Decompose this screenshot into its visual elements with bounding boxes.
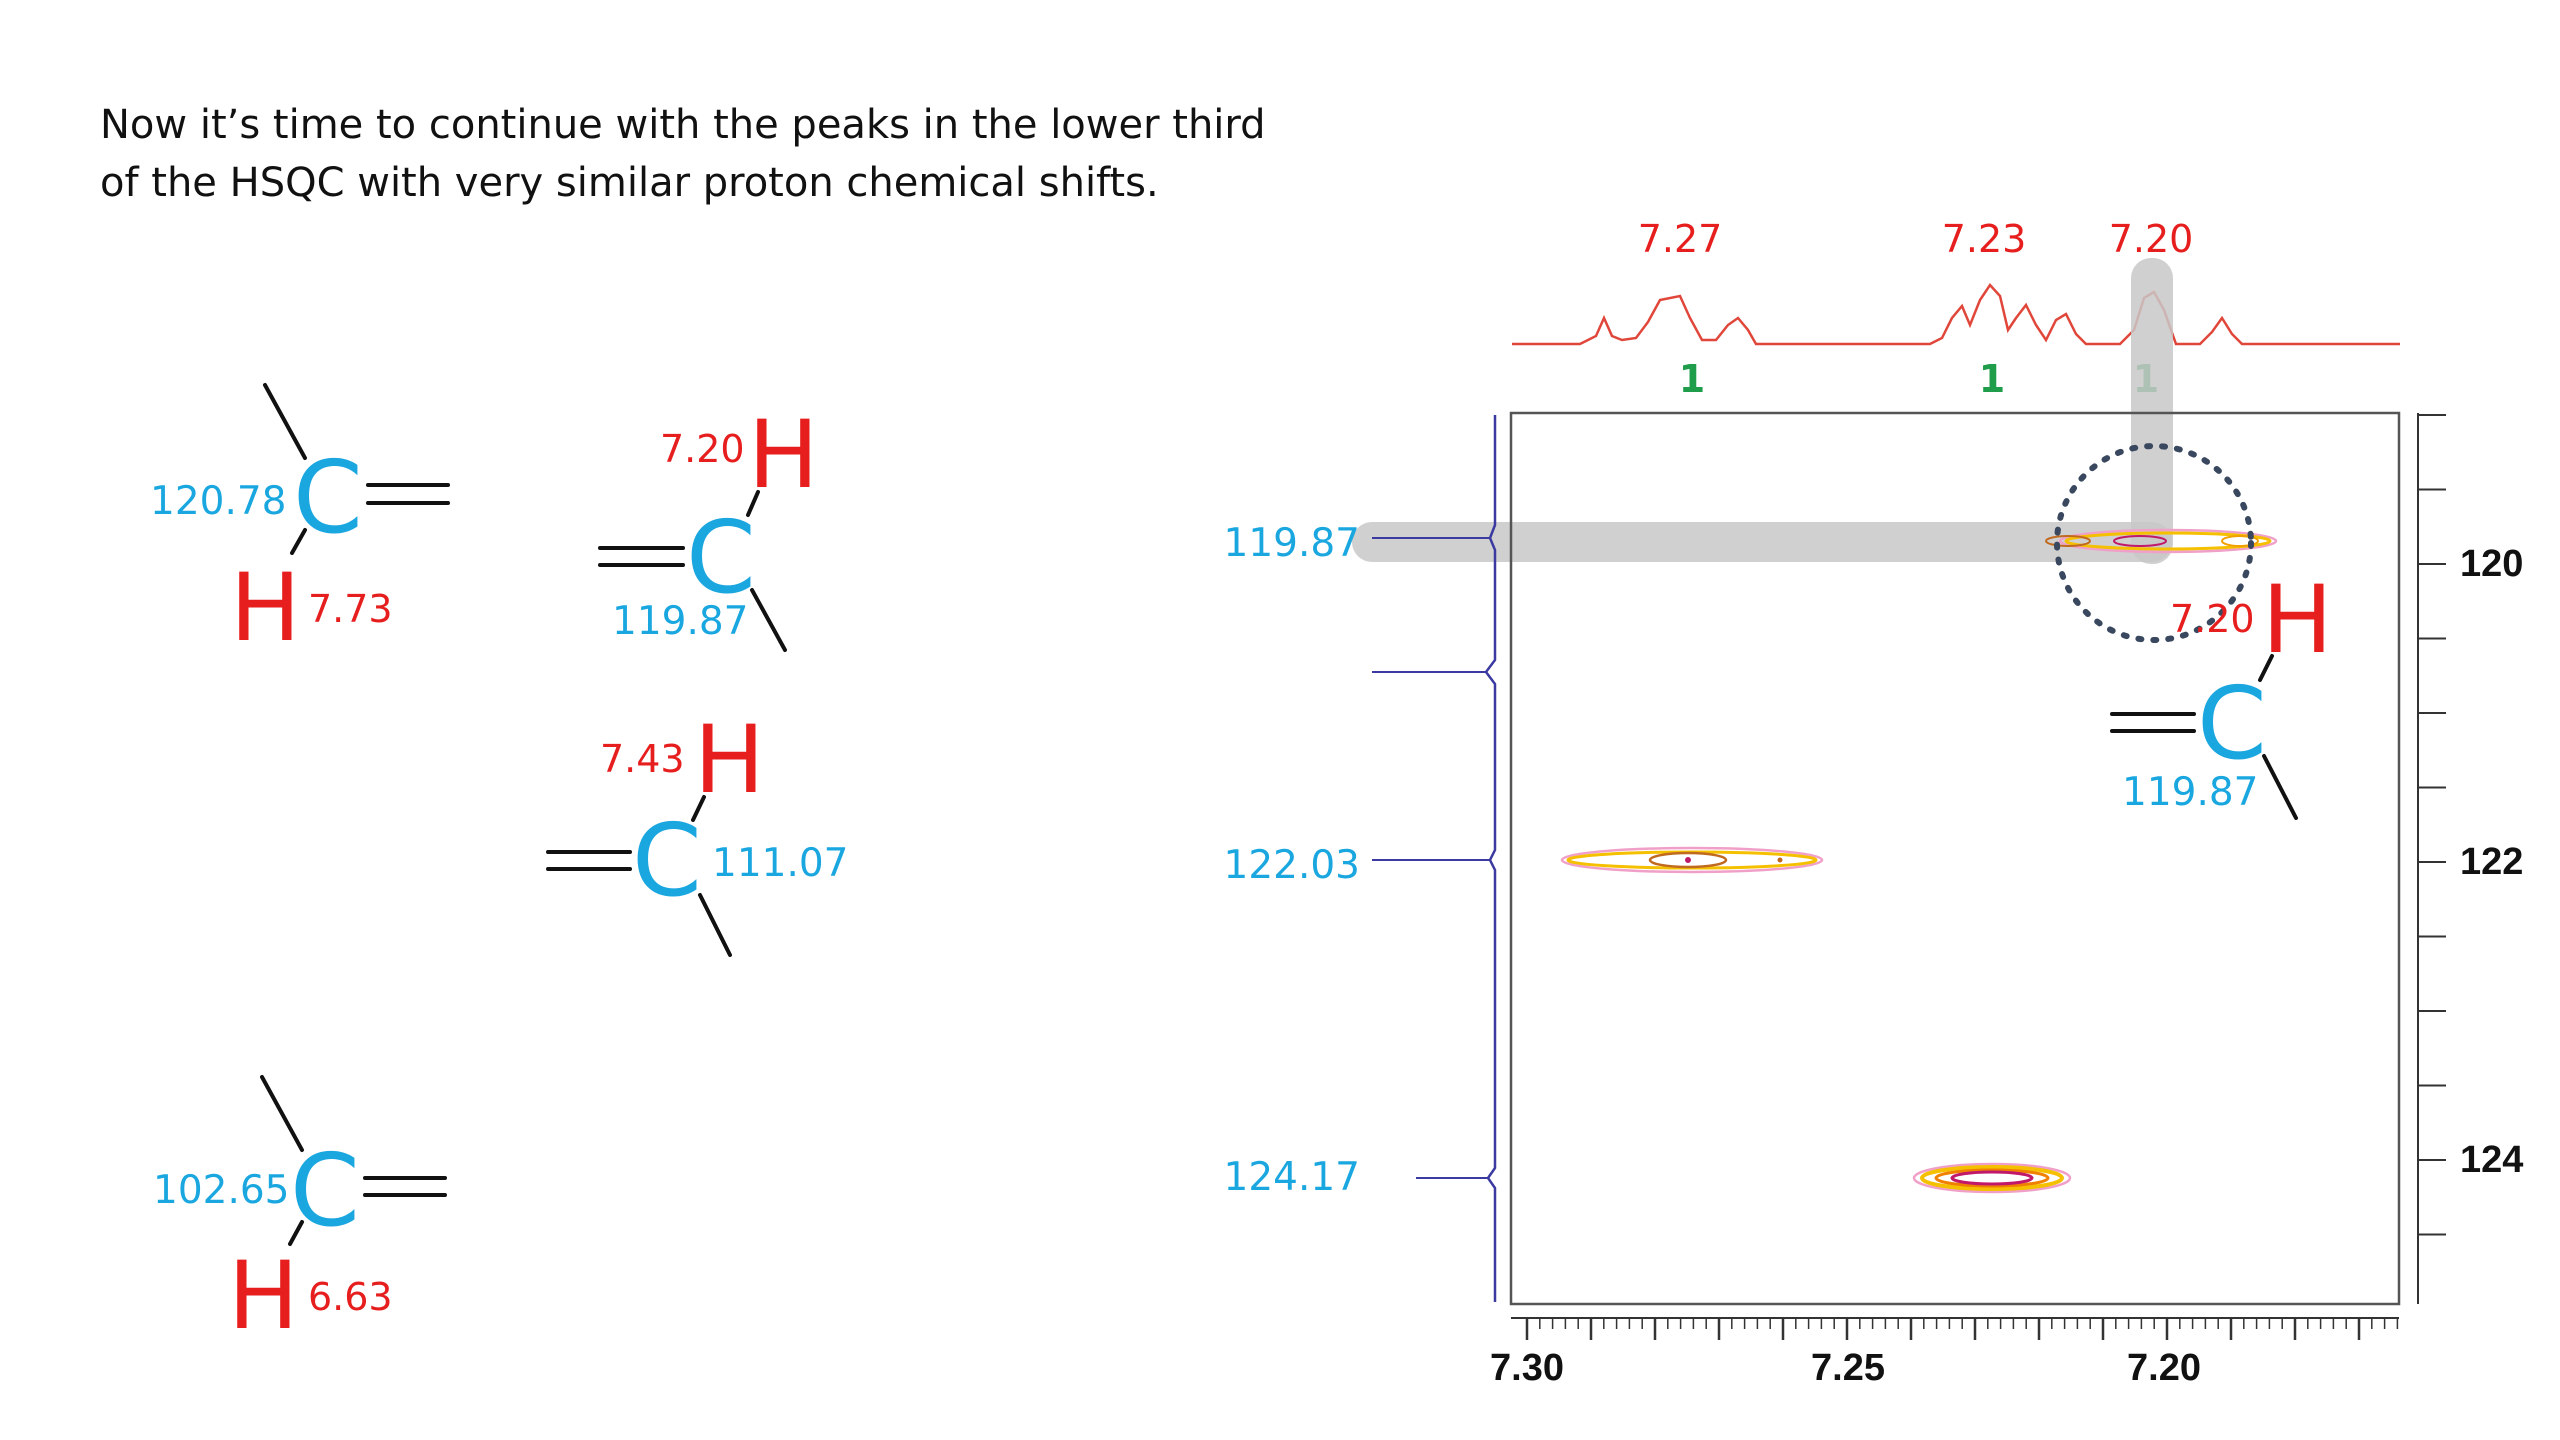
carbon-peak-label: 124.17 — [1224, 1155, 1360, 1200]
proton-shift-label: 7.43 — [600, 737, 685, 781]
carbon-shift-label: 119.87 — [2122, 770, 2258, 815]
y-tick-label: 120 — [2460, 543, 2523, 585]
carbon-shift-label: 111.07 — [712, 841, 848, 886]
intro-text: Now it’s time to continue with the peaks… — [100, 96, 1500, 212]
bond — [288, 1220, 304, 1246]
plot-frame — [1509, 411, 2401, 1306]
x-tick-label: 7.30 — [1490, 1347, 1564, 1389]
x-tick-label: 7.20 — [2127, 1347, 2201, 1389]
y-axis — [2417, 413, 2446, 1304]
fragment-4: C 102.65 H 6.63 — [153, 1075, 447, 1351]
hydrogen-label: H — [228, 1242, 299, 1351]
y-tick-label: 124 — [2460, 1139, 2523, 1181]
proton-shift-label: 7.20 — [660, 427, 745, 471]
cross-peak — [1560, 846, 1824, 874]
highlight-circle — [2054, 443, 2254, 643]
bond — [263, 383, 307, 460]
proton-shift-label: 6.63 — [308, 1275, 393, 1319]
carbon-shift-label: 119.87 — [612, 599, 748, 644]
highlight-vertical — [2131, 258, 2173, 564]
carbon-label: C — [293, 439, 363, 556]
intro-line-1: Now it’s time to continue with the peaks… — [100, 102, 1266, 148]
cross-peak — [2045, 528, 2278, 554]
proton-peak-label: 7.27 — [1638, 217, 1723, 261]
hydrogen-label: H — [230, 554, 301, 663]
bond — [750, 588, 787, 652]
bond — [2258, 654, 2274, 682]
cross-peak — [1912, 1162, 2072, 1194]
carbon-shift-label: 102.65 — [153, 1168, 289, 1213]
bond — [2262, 754, 2298, 820]
carbon-peak-label: 119.87 — [1224, 521, 1360, 566]
x-tick-label: 7.25 — [1811, 1347, 1885, 1389]
proton-peak-label: 7.20 — [2109, 217, 2194, 261]
y-tick-label: 122 — [2460, 841, 2523, 883]
proton-spectrum-trace — [1512, 282, 2400, 346]
carbon-label: C — [2197, 665, 2267, 782]
hsqc-spectrum: 7.27 7.23 7.20 1 1 1 119.87 122.03 124.1… — [1224, 217, 2524, 1389]
proton-peak-label: 7.23 — [1942, 217, 2027, 261]
proton-shift-label: 7.20 — [2170, 597, 2255, 641]
fragment-2: 7.20 H C 119.87 — [598, 401, 819, 652]
proton-shift-label: 7.73 — [308, 587, 393, 631]
integral-label: 1 — [1979, 357, 2005, 401]
carbon-spectrum-trace — [1484, 415, 1497, 1302]
bond — [698, 893, 732, 957]
carbon-label: C — [290, 1132, 360, 1249]
integral-label: 1 — [1679, 357, 1705, 401]
carbon-label: C — [632, 802, 702, 919]
carbon-peak-label: 122.03 — [1224, 843, 1360, 888]
carbon-label: C — [686, 499, 756, 616]
inset-fragment: 7.20 H C 119.87 — [2110, 566, 2333, 820]
carbon-shift-label: 120.78 — [150, 479, 286, 524]
bond — [746, 490, 760, 517]
highlight-horizontal — [1352, 522, 2172, 562]
fragment-3: 7.43 H C 111.07 — [546, 706, 848, 957]
bond — [260, 1075, 304, 1152]
intro-line-2: of the HSQC with very similar proton che… — [100, 160, 1159, 206]
bond — [290, 528, 307, 555]
x-axis — [1511, 1317, 2399, 1340]
bond — [691, 795, 706, 822]
fragment-1: C 120.78 H 7.73 — [150, 383, 450, 663]
